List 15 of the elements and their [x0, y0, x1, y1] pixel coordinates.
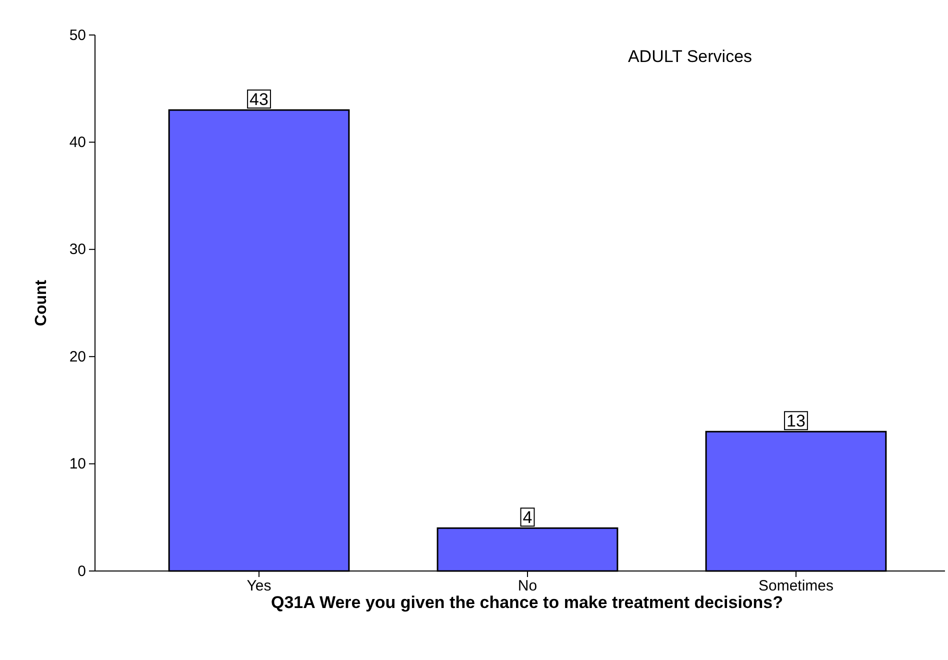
y-tick-label: 20: [69, 348, 86, 366]
x-tick-label: No: [518, 578, 538, 595]
y-axis-title: Count: [33, 279, 50, 326]
x-tick-label: Yes: [246, 578, 272, 595]
y-tick-label: 50: [69, 26, 86, 44]
data-label: 4: [522, 508, 532, 528]
x-tick-label: Sometimes: [758, 578, 834, 595]
y-tick-label: 30: [69, 241, 86, 258]
y-tick-label: 40: [69, 134, 86, 151]
data-label: 43: [250, 90, 268, 110]
y-tick-label: 0: [78, 562, 86, 580]
y-tick-label: 10: [69, 456, 86, 473]
data-label: 13: [786, 412, 806, 431]
text: ADULT Services: [628, 47, 752, 66]
x-axis-title: Q31A Were you given the chance to make treatment decisions?: [270, 593, 784, 612]
